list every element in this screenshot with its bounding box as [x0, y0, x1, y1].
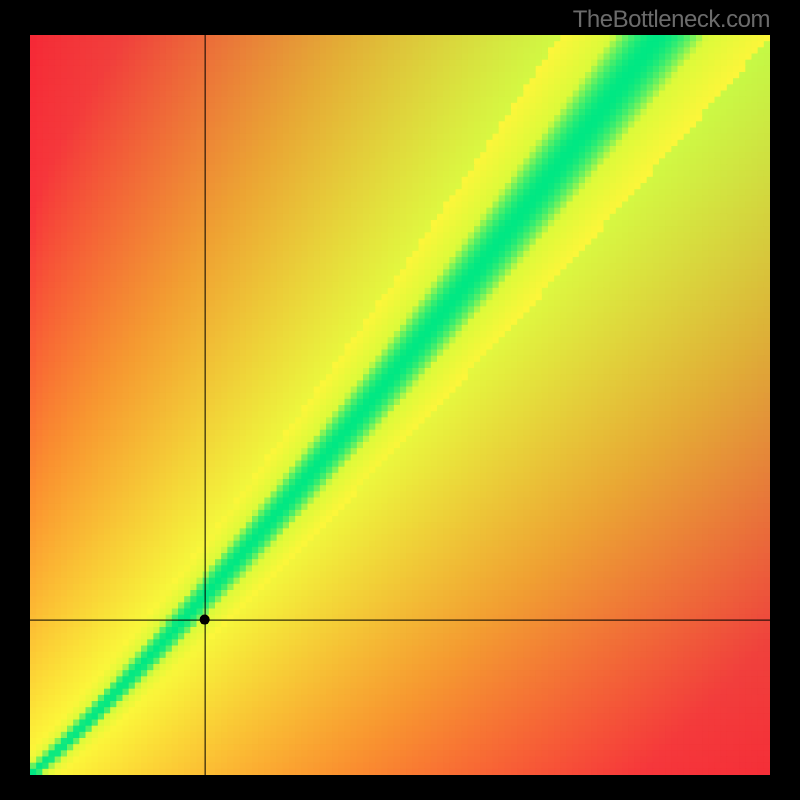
watermark-text: TheBottleneck.com [573, 6, 770, 34]
chart-root: TheBottleneck.com [0, 0, 800, 800]
heatmap-plot [30, 35, 770, 775]
heatmap-canvas [30, 35, 770, 775]
